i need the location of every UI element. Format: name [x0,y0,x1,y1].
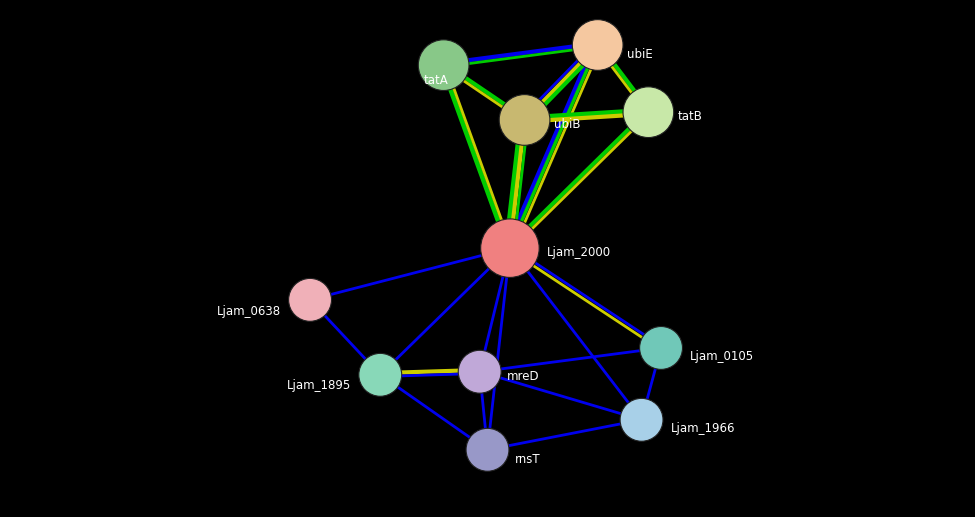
Text: ubiE: ubiE [627,48,652,61]
Text: rnsT: rnsT [515,452,540,466]
Ellipse shape [572,20,623,70]
Ellipse shape [623,87,674,138]
Text: Ljam_0638: Ljam_0638 [216,305,281,318]
Text: ubiB: ubiB [554,117,580,131]
Text: tatA: tatA [423,74,448,87]
Text: Ljam_0105: Ljam_0105 [690,349,755,363]
Text: mreD: mreD [507,370,539,384]
Ellipse shape [481,219,539,278]
Text: Ljam_1966: Ljam_1966 [671,421,735,435]
Text: Ljam_2000: Ljam_2000 [547,246,611,259]
Ellipse shape [466,429,509,471]
Text: tatB: tatB [678,110,703,123]
Ellipse shape [499,95,550,145]
Ellipse shape [640,327,682,369]
Text: Ljam_1895: Ljam_1895 [287,378,351,392]
Ellipse shape [620,399,663,441]
Ellipse shape [359,354,402,396]
Ellipse shape [289,279,332,321]
Ellipse shape [458,351,501,393]
Ellipse shape [418,40,469,90]
